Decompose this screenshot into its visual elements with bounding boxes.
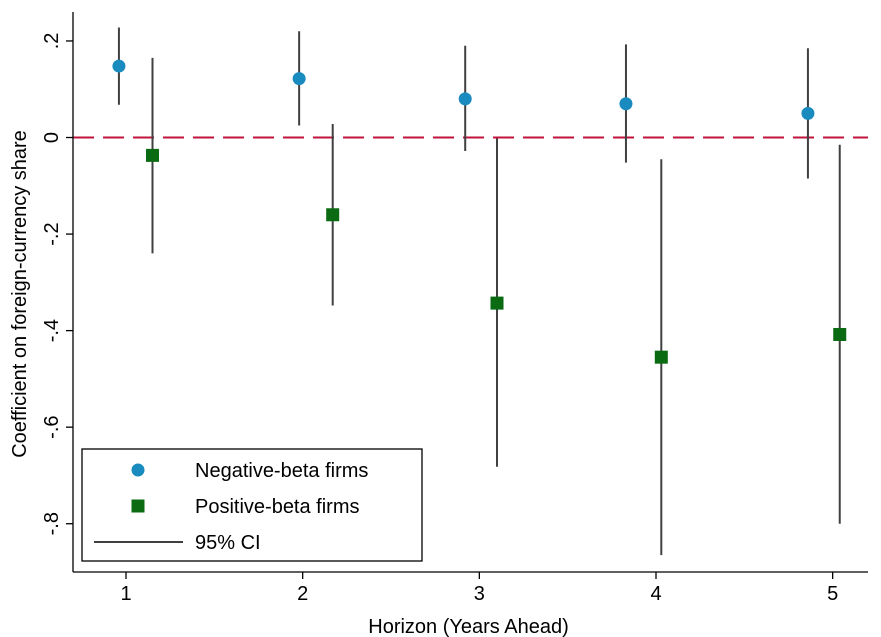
axes-layer: .2 0 -.2 -.4 -.6 -.8 1 2 3 4 5 xyxy=(41,12,868,605)
negative-beta-point xyxy=(292,72,306,86)
negative-beta-point xyxy=(619,97,633,111)
x-tick-label: 3 xyxy=(474,583,485,605)
negative-beta-point xyxy=(801,106,815,120)
positive-beta-point xyxy=(326,208,340,222)
legend-square-symbol xyxy=(131,499,145,513)
x-tick-label: 2 xyxy=(297,583,308,605)
y-tick-label: -.4 xyxy=(41,319,63,342)
x-tick-label: 4 xyxy=(650,583,661,605)
legend-circle-symbol xyxy=(131,463,145,477)
y-axis-title: Coefficient on foreign-currency share xyxy=(9,130,31,458)
y-tick-label: -.6 xyxy=(41,416,63,439)
y-tick-label: -.8 xyxy=(41,512,63,535)
legend-label: Negative-beta firms xyxy=(195,460,368,482)
positive-beta-point xyxy=(833,327,847,341)
positive-beta-point xyxy=(654,350,668,364)
y-tick-label: -.2 xyxy=(41,222,63,245)
x-tick-label: 5 xyxy=(827,583,838,605)
positive-beta-point xyxy=(490,296,504,310)
x-tick-label: 1 xyxy=(120,583,131,605)
x-axis-title: Horizon (Years Ahead) xyxy=(368,616,569,637)
legend: Negative-beta firms Positive-beta firms 95… xyxy=(81,448,423,562)
y-tick-label: .2 xyxy=(41,33,63,50)
marker-layer xyxy=(112,59,847,364)
negative-beta-point xyxy=(112,59,126,73)
positive-beta-point xyxy=(146,148,159,162)
legend-label: 95% CI xyxy=(195,532,261,554)
negative-beta-point xyxy=(458,92,472,106)
legend-label: Positive-beta firms xyxy=(195,496,360,518)
y-tick-label: 0 xyxy=(41,132,63,143)
